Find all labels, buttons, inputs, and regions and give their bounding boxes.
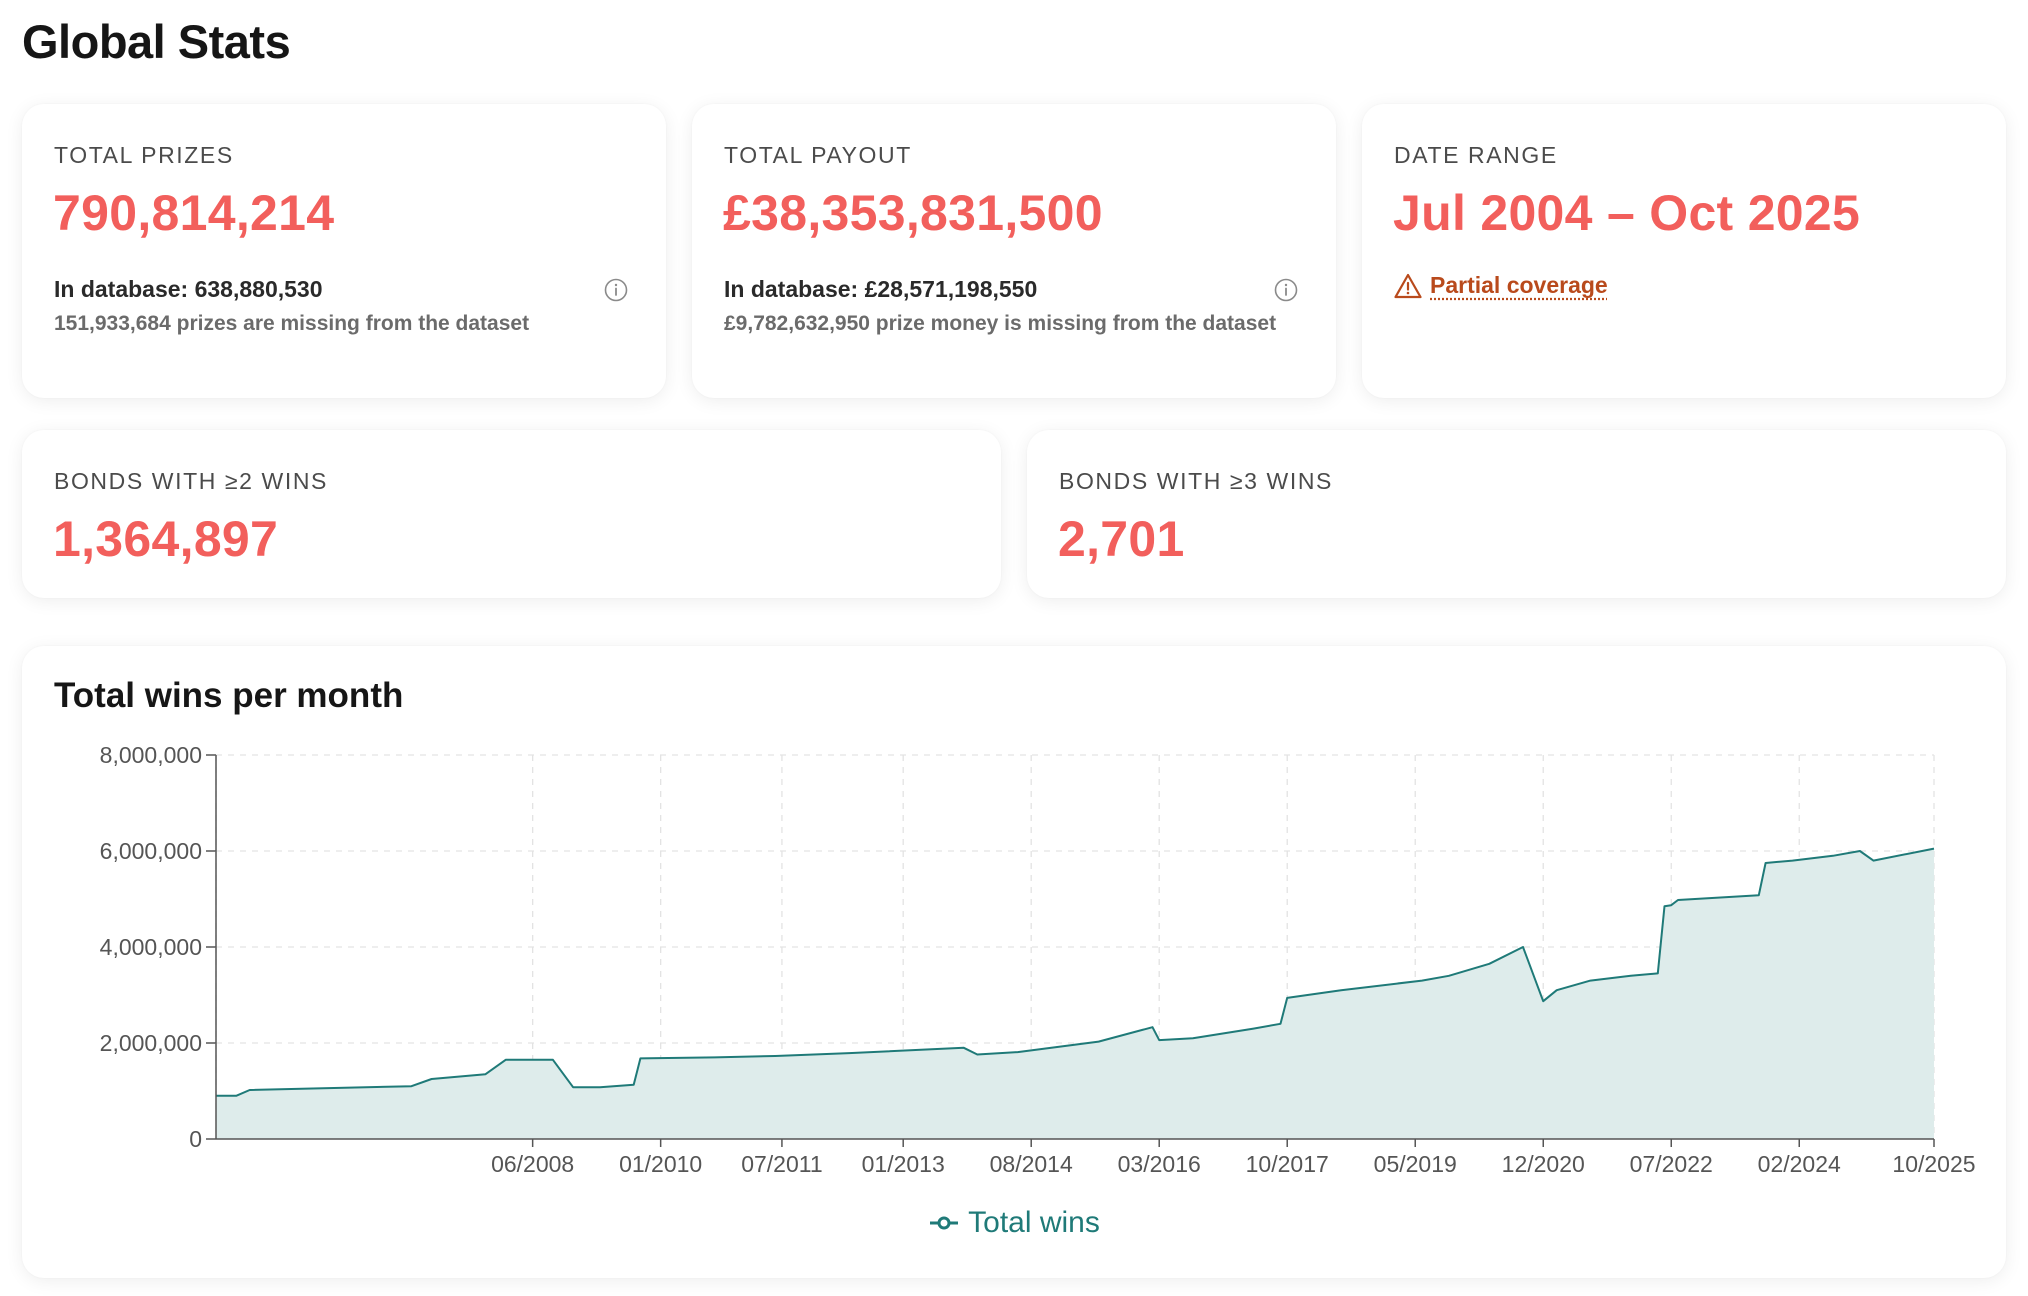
total-payout-value: £38,353,831,500 [723, 185, 1103, 241]
date-range-card: DATE RANGE Jul 2004 – Oct 2025 Partial c… [1362, 104, 2006, 398]
y-tick-label: 2,000,000 [100, 1030, 202, 1056]
bonds-3-wins-card: BONDS WITH ≥3 WINS 2,701 [1027, 430, 2006, 598]
partial-coverage-link[interactable]: Partial coverage [1430, 272, 1608, 298]
series-area [216, 848, 1934, 1139]
bonds-2-wins-card: BONDS WITH ≥2 WINS 1,364,897 [22, 430, 1001, 598]
bonds-3-wins-value: 2,701 [1058, 511, 1185, 567]
partial-coverage-warning[interactable]: Partial coverage [1394, 272, 1608, 299]
series-line [216, 847, 1935, 1097]
total-payout-label: TOTAL PAYOUT [724, 142, 912, 168]
x-tick-label: 06/2008 [491, 1151, 574, 1177]
page-title: Global Stats [22, 15, 291, 68]
y-tick-label: 8,000,000 [100, 742, 202, 768]
date-range-label: DATE RANGE [1394, 142, 1558, 168]
chart-title: Total wins per month [54, 676, 404, 715]
chart-legend[interactable]: Total wins [22, 1206, 2006, 1240]
total-payout-card: TOTAL PAYOUT £38,353,831,500 In database… [692, 104, 1336, 398]
y-tick-label: 6,000,000 [100, 838, 202, 864]
wins-area-chart: 8,000,000 6,000,000 4,000,000 2,000,000 0 06/… [100, 742, 1976, 1177]
y-tick-label: 0 [189, 1126, 202, 1152]
x-tick-label: 10/2025 [1892, 1151, 1975, 1177]
total-payout-in-database: In database: £28,571,198,550 [724, 276, 1038, 302]
total-prizes-card: TOTAL PRIZES 790,814,214 In database: 63… [22, 104, 666, 398]
x-tick-label: 02/2024 [1758, 1151, 1841, 1177]
x-tick-label: 01/2013 [862, 1151, 945, 1177]
info-circle-icon[interactable] [1274, 278, 1298, 302]
x-tick-label: 10/2017 [1246, 1151, 1329, 1177]
date-range-value: Jul 2004 – Oct 2025 [1393, 185, 1861, 241]
x-tick-label: 01/2010 [619, 1151, 702, 1177]
total-prizes-missing-note: 151,933,684 prizes are missing from the … [54, 312, 530, 335]
total-prizes-label: TOTAL PRIZES [54, 142, 234, 168]
wins-chart-card: Total wins per month 8,000,000 6,000,000 4… [22, 646, 2006, 1278]
info-circle-icon[interactable] [604, 278, 628, 302]
total-prizes-value: 790,814,214 [53, 185, 335, 241]
x-tick-label: 08/2014 [990, 1151, 1073, 1177]
x-tick-label: 07/2022 [1630, 1151, 1713, 1177]
bonds-3-wins-label: BONDS WITH ≥3 WINS [1059, 468, 1333, 494]
bonds-2-wins-label: BONDS WITH ≥2 WINS [54, 468, 328, 494]
bonds-2-wins-value: 1,364,897 [53, 511, 279, 567]
x-tick-label: 12/2020 [1502, 1151, 1585, 1177]
legend-label: Total wins [968, 1206, 1100, 1239]
x-tick-label: 07/2011 [741, 1151, 822, 1177]
x-tick-label: 05/2019 [1374, 1151, 1457, 1177]
warning-triangle-icon [1394, 273, 1422, 298]
line-marker-icon [930, 1216, 959, 1230]
total-payout-missing-note: £9,782,632,950 prize money is missing fr… [724, 312, 1277, 335]
total-prizes-in-database: In database: 638,880,530 [54, 276, 323, 302]
y-tick-label: 4,000,000 [100, 934, 202, 960]
x-tick-label: 03/2016 [1118, 1151, 1201, 1177]
